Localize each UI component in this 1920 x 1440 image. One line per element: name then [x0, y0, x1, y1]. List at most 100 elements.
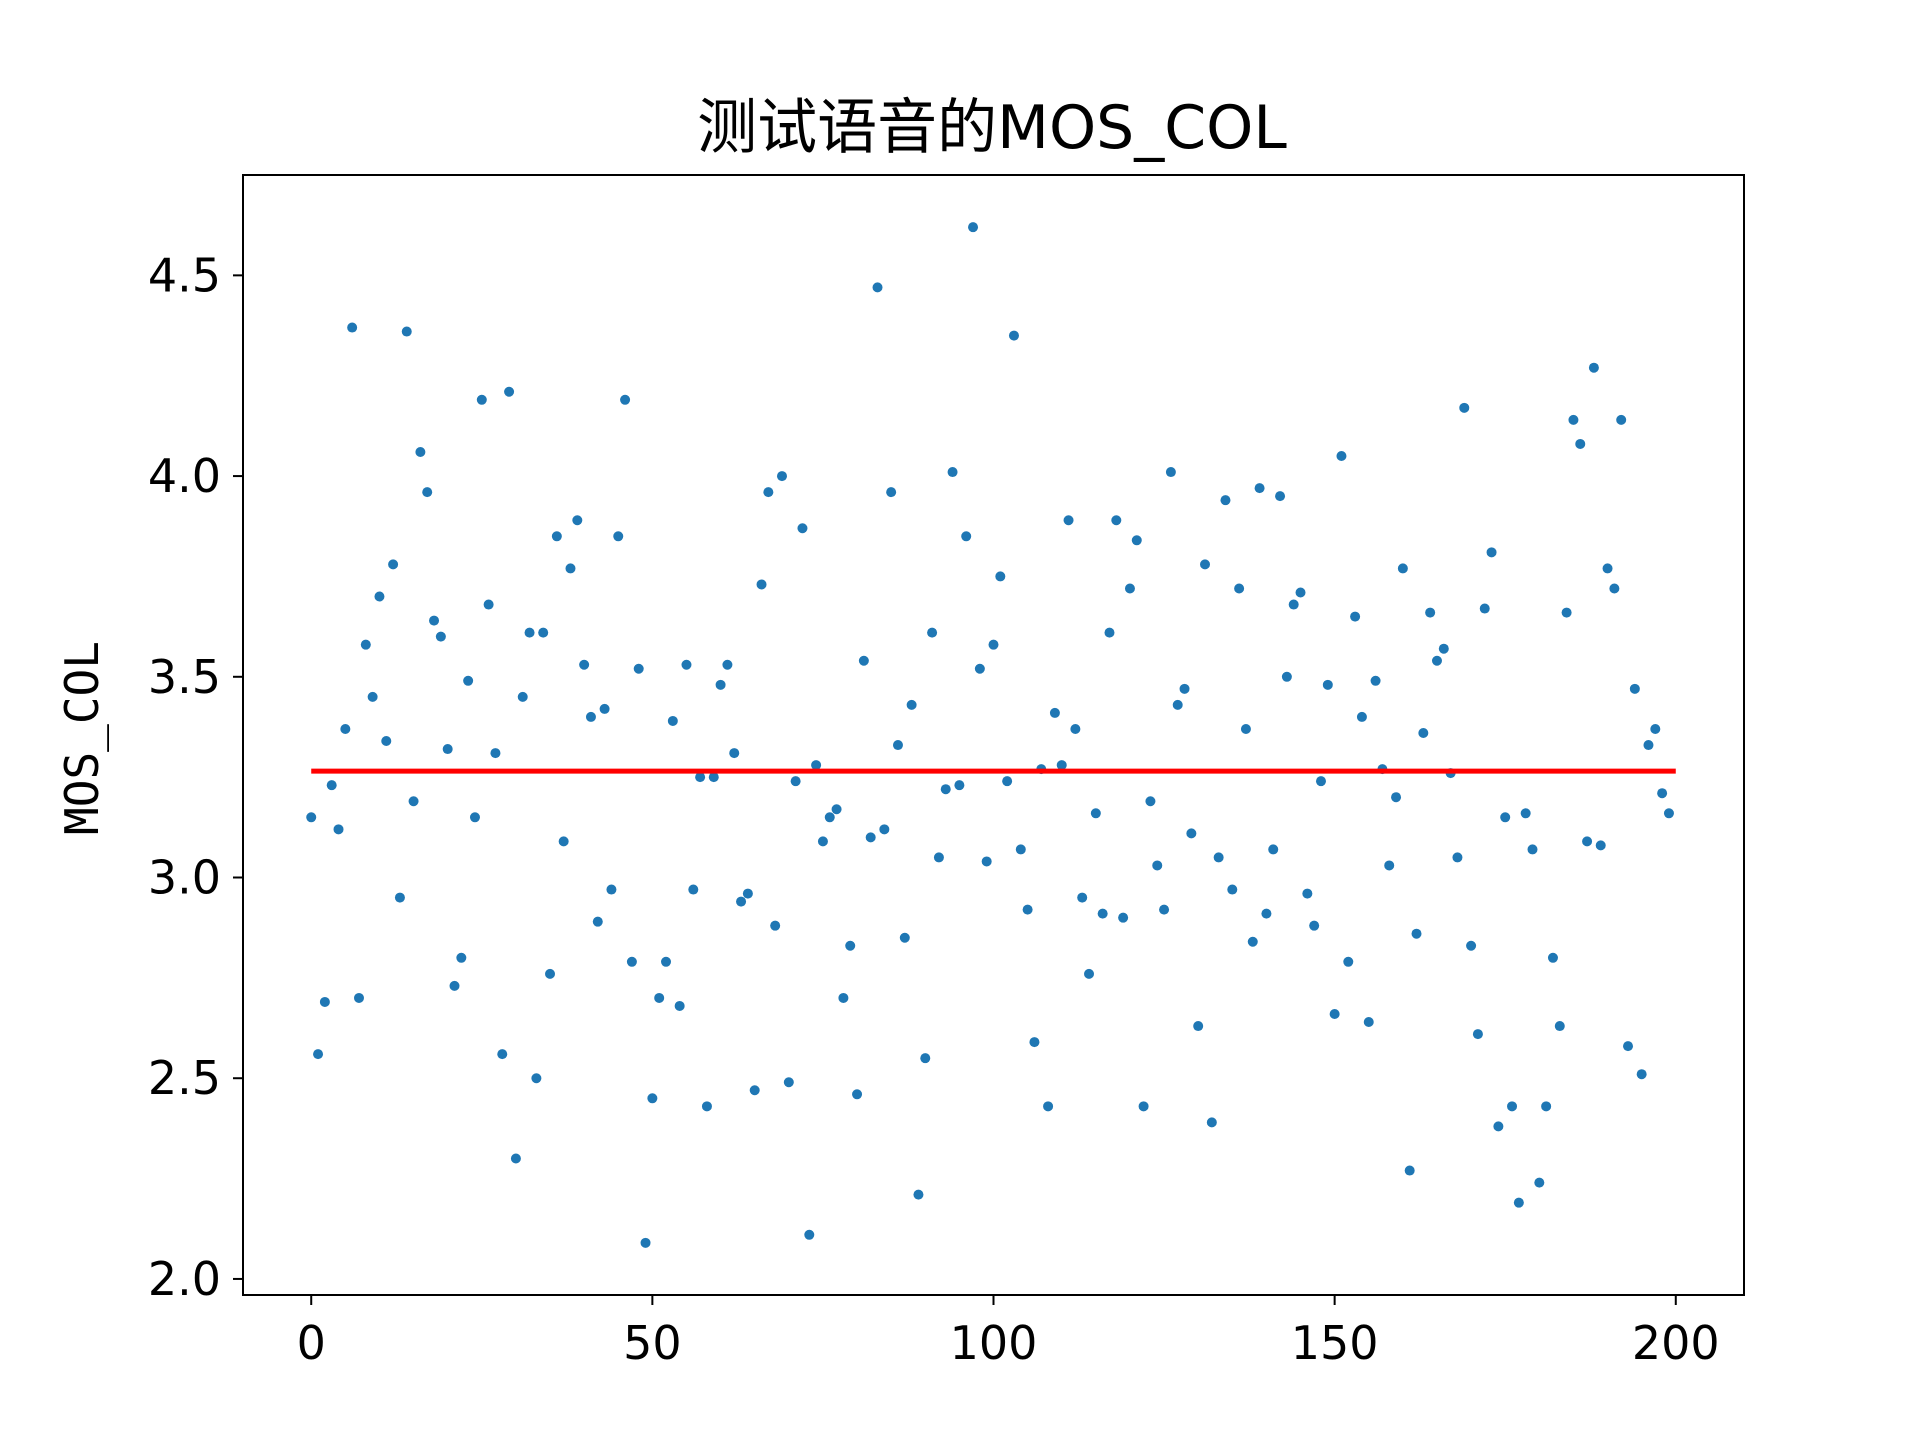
data-point: [585, 711, 596, 722]
data-point: [1384, 860, 1395, 871]
y-tick-label: 4.0: [148, 449, 221, 503]
data-point: [1227, 884, 1238, 895]
data-point: [1391, 792, 1402, 803]
data-point: [456, 952, 467, 963]
data-point: [640, 1237, 651, 1248]
data-point: [374, 591, 385, 602]
data-point: [817, 836, 828, 847]
data-point: [408, 796, 419, 807]
data-point: [968, 222, 979, 233]
data-point: [1268, 844, 1279, 855]
data-point: [1145, 796, 1156, 807]
data-point: [1466, 940, 1477, 951]
data-point: [504, 386, 515, 397]
data-point: [701, 1101, 712, 1112]
x-tick-label: 150: [1291, 1316, 1379, 1370]
data-point: [1623, 1041, 1634, 1052]
data-point: [1479, 603, 1490, 614]
data-point: [1302, 888, 1313, 899]
data-point: [1650, 723, 1661, 734]
data-point: [476, 394, 487, 405]
data-point: [1179, 683, 1190, 694]
data-point: [497, 1049, 508, 1060]
data-point: [1104, 627, 1115, 638]
data-point: [633, 663, 644, 674]
data-point: [906, 699, 917, 710]
data-point: [954, 780, 965, 791]
data-point: [776, 471, 787, 482]
data-point: [565, 563, 576, 574]
data-point: [654, 992, 665, 1003]
data-point: [1254, 483, 1265, 494]
data-point: [961, 531, 972, 542]
data-point: [545, 968, 556, 979]
data-point: [783, 1077, 794, 1088]
data-point: [381, 736, 392, 747]
data-point: [1336, 451, 1347, 462]
data-point: [1056, 760, 1067, 771]
data-point: [1438, 643, 1449, 654]
data-point: [1425, 607, 1436, 618]
data-point: [1131, 535, 1142, 546]
data-point: [579, 659, 590, 670]
data-point: [947, 467, 958, 478]
data-point: [1397, 563, 1408, 574]
data-point: [886, 487, 897, 498]
data-point: [1118, 912, 1129, 923]
data-point: [790, 776, 801, 787]
data-point: [319, 996, 330, 1007]
data-point: [1220, 495, 1231, 506]
data-point: [1370, 675, 1381, 686]
data-point: [551, 531, 562, 542]
data-point: [899, 932, 910, 943]
data-point: [770, 920, 781, 931]
data-point: [1295, 587, 1306, 598]
data-point: [865, 832, 876, 843]
plot-frame: [242, 174, 1745, 1296]
data-point: [1152, 860, 1163, 871]
data-point: [1350, 611, 1361, 622]
data-point: [674, 1000, 685, 1011]
data-point: [804, 1229, 815, 1240]
data-point: [558, 836, 569, 847]
data-point: [422, 487, 433, 498]
data-point: [1507, 1101, 1518, 1112]
data-point: [490, 748, 501, 759]
data-point: [1513, 1197, 1524, 1208]
data-point: [572, 515, 583, 526]
data-point: [708, 772, 719, 783]
data-point: [1165, 467, 1176, 478]
y-axis-label: MOS_COL: [55, 641, 109, 835]
data-point: [1281, 671, 1292, 682]
data-point: [394, 892, 405, 903]
data-point: [749, 1085, 760, 1096]
data-point: [1575, 438, 1586, 449]
data-point: [756, 579, 767, 590]
data-point: [1309, 920, 1320, 931]
data-point: [1247, 936, 1258, 947]
data-point: [1261, 908, 1272, 919]
data-point: [1138, 1101, 1149, 1112]
data-point: [613, 531, 624, 542]
data-point: [974, 663, 985, 674]
data-point: [538, 627, 549, 638]
data-point: [1234, 583, 1245, 594]
data-point: [401, 326, 412, 337]
data-point: [1500, 812, 1511, 823]
data-point: [524, 627, 535, 638]
data-point: [620, 394, 631, 405]
data-point: [892, 740, 903, 751]
data-point: [429, 615, 440, 626]
data-point: [1049, 707, 1060, 718]
data-point: [1431, 655, 1442, 666]
data-point: [1582, 836, 1593, 847]
data-point: [1329, 1008, 1340, 1019]
data-point: [913, 1189, 924, 1200]
data-point: [1418, 727, 1429, 738]
data-point: [1077, 892, 1088, 903]
data-point: [667, 715, 678, 726]
data-point: [360, 639, 371, 650]
plot-area: 0 50 100 150 200 2.0 2.5 3.0 3.5 4.0 4.5: [148, 174, 1745, 1370]
